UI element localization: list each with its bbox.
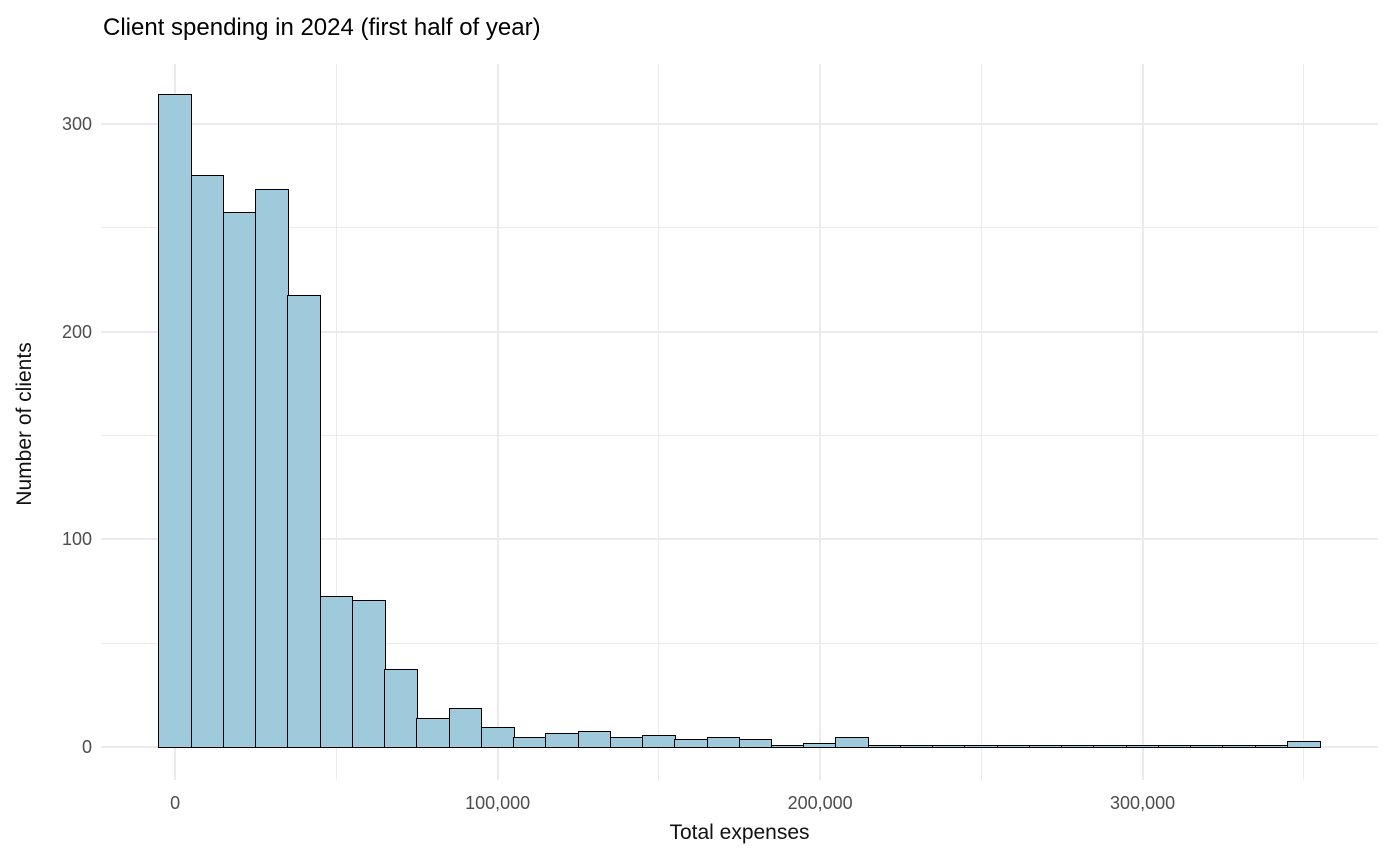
histogram-bar [738, 739, 773, 749]
y-tick-label: 0 [81, 736, 92, 757]
histogram-bar [1286, 741, 1321, 749]
histogram-bar [416, 718, 450, 749]
y-tick-label: 200 [61, 321, 92, 342]
histogram-bar [706, 736, 741, 749]
y-major-gridline [101, 330, 1378, 333]
y-tick-label: 300 [61, 114, 92, 135]
y-minor-gridline [101, 642, 1378, 644]
histogram-bar [899, 745, 934, 749]
plot-title: Client spending in 2024 (first half of y… [103, 14, 541, 41]
histogram-bar [577, 730, 612, 749]
x-tick-label: 200,000 [787, 793, 853, 813]
histogram-bar [513, 736, 547, 749]
histogram-bar [835, 736, 870, 749]
y-major-gridline [101, 123, 1378, 126]
histogram-bar [1157, 745, 1192, 749]
histogram-bar [642, 734, 676, 749]
histogram-bar [1125, 745, 1160, 749]
histogram-bar [867, 745, 902, 749]
y-minor-gridline [101, 434, 1378, 436]
histogram-bar [545, 732, 579, 749]
histogram-bar [1061, 745, 1095, 749]
y-tick-label: 100 [61, 529, 92, 550]
histogram-bar [964, 745, 999, 749]
histogram-bar [222, 211, 257, 749]
x-minor-gridline [335, 64, 337, 780]
histogram-bar [1254, 745, 1289, 749]
histogram-bar [1028, 745, 1063, 749]
histogram-bar [158, 93, 193, 749]
x-major-gridline [819, 64, 822, 780]
x-axis-title: Total expenses [669, 821, 810, 844]
histogram-bar [319, 595, 354, 749]
y-minor-gridline [101, 227, 1378, 229]
histogram-bar [384, 668, 418, 749]
y-axis-title: Number of clients [13, 342, 36, 506]
x-tick-label: 0 [170, 793, 181, 813]
histogram-bar [996, 745, 1031, 749]
histogram-bar [1093, 745, 1128, 749]
x-minor-gridline [980, 64, 982, 780]
x-major-gridline [1141, 64, 1144, 780]
histogram-bar [351, 600, 386, 749]
y-major-gridline [101, 538, 1378, 541]
histogram-bar [255, 189, 289, 749]
x-minor-gridline [658, 64, 660, 780]
histogram-bar [770, 745, 805, 749]
histogram-bar [480, 726, 515, 749]
histogram-bar [803, 743, 837, 749]
x-tick-label: 100,000 [465, 793, 531, 813]
histogram-bar [287, 294, 322, 749]
histogram-bar [932, 745, 966, 749]
histogram-bar [1222, 745, 1257, 749]
histogram-bar [190, 174, 225, 749]
chart-panel [101, 64, 1378, 780]
x-tick-label: 300,000 [1110, 793, 1176, 813]
x-major-gridline [496, 64, 499, 780]
histogram-bar [1190, 745, 1224, 749]
histogram-bar [609, 736, 644, 749]
histogram-bar [674, 739, 708, 749]
x-minor-gridline [1303, 64, 1305, 780]
histogram-bar [448, 707, 483, 749]
